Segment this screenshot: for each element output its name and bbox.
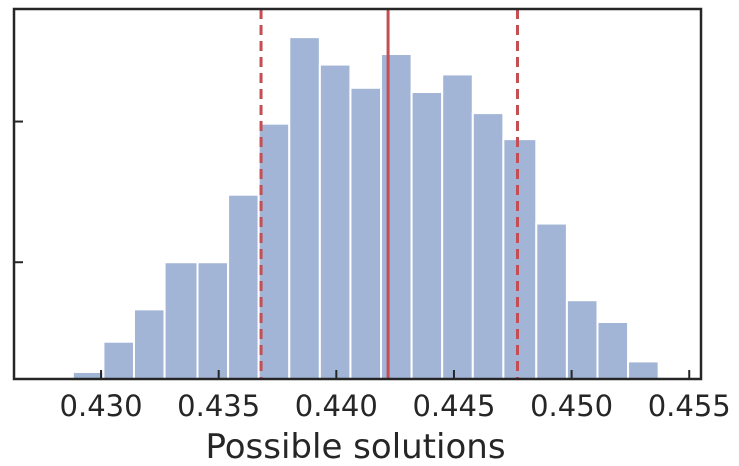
- histogram-bars: [71, 36, 660, 381]
- x-tick-label: 0.435: [177, 389, 260, 423]
- x-tick-label: 0.430: [60, 389, 143, 423]
- x-axis-label: Possible solutions: [205, 427, 505, 466]
- histogram-bar: [132, 308, 166, 380]
- plot-frame: [12, 7, 703, 381]
- axis-ticks: [14, 120, 691, 379]
- histogram-bar: [102, 340, 135, 380]
- histogram-bar: [349, 86, 383, 381]
- x-tick-label: 0.450: [530, 389, 613, 423]
- histogram-bar: [380, 53, 413, 380]
- x-tick-label: 0.445: [412, 389, 495, 423]
- histogram-bar: [441, 73, 474, 381]
- histogram-bar: [502, 138, 538, 380]
- histogram-bar: [318, 63, 352, 380]
- histogram-bar: [596, 321, 630, 381]
- histogram-bar: [535, 222, 568, 380]
- histogram-bar: [627, 360, 660, 381]
- x-tick-label: 0.440: [295, 389, 378, 423]
- histogram-bar: [471, 112, 505, 380]
- reference-lines: [259, 9, 519, 379]
- histogram-bar: [227, 193, 260, 380]
- histogram-bar: [257, 122, 291, 380]
- x-tick-labels: 0.430 0.435 0.440 0.445 0.450 0.455: [60, 389, 731, 423]
- x-tick-label: 0.455: [648, 389, 731, 423]
- histogram-bar: [410, 91, 444, 380]
- histogram-bar: [288, 36, 321, 381]
- histogram-bar: [565, 299, 599, 381]
- histogram-bar: [163, 261, 199, 380]
- histogram-bar: [196, 261, 230, 380]
